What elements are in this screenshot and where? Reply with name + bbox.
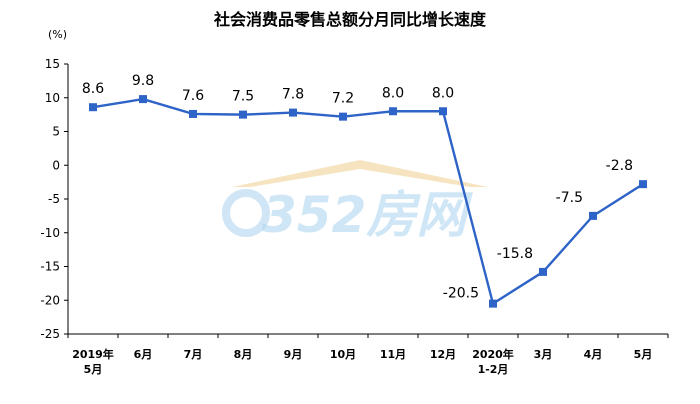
data-label: 9.8 — [132, 73, 154, 89]
data-point — [189, 109, 197, 118]
data-label: 7.8 — [282, 87, 304, 103]
watermark-roof — [232, 160, 488, 187]
data-point — [489, 299, 497, 308]
data-point — [439, 107, 447, 116]
x-tick-label: 11月 — [380, 348, 406, 361]
y-tick-label: 10 — [45, 91, 60, 105]
x-tick-label: 12月 — [430, 348, 456, 361]
x-tick-label: 4月 — [584, 348, 603, 361]
data-point — [89, 103, 97, 112]
x-tick-label: 10月 — [330, 348, 356, 361]
data-point — [589, 211, 597, 220]
data-point — [139, 95, 147, 104]
y-tick-label: -5 — [48, 192, 60, 206]
data-label: -20.5 — [443, 286, 479, 302]
x-tick-label: 9月 — [284, 348, 303, 361]
x-tick-label: 8月 — [234, 348, 253, 361]
x-ticks: 2019年 5月 6月 7月 8月 9月 10月 11月 12月 2020年 1-2月 3月 4月 5月 — [67, 334, 669, 376]
y-tick-label: 15 — [45, 57, 60, 71]
data-label: 7.6 — [182, 88, 204, 104]
watermark-logo: 352房网 — [222, 160, 488, 244]
data-label: 7.2 — [332, 91, 354, 107]
data-point — [539, 267, 547, 276]
data-label: 8.6 — [82, 81, 104, 97]
y-tick-label: -25 — [40, 327, 60, 341]
data-point — [389, 107, 397, 116]
watermark-ring — [222, 189, 270, 237]
x-tick-label: 2019年 5月 — [72, 347, 114, 376]
watermark-text: 352房网 — [262, 186, 473, 244]
x-tick-label: 6月 — [134, 348, 153, 361]
series-line — [92, 97, 644, 306]
series-layer — [89, 95, 647, 308]
y-axis-unit: (%) — [48, 28, 67, 41]
y-tick-label: 0 — [52, 158, 60, 172]
data-label: 8.0 — [432, 85, 454, 101]
data-point — [639, 180, 647, 189]
data-point — [289, 108, 297, 117]
y-tick-label: -20 — [40, 293, 60, 307]
data-label: 8.0 — [382, 85, 404, 101]
y-tick-label: -10 — [40, 226, 60, 240]
chart-title: 社会消费品零售总额分月同比增长速度 — [213, 10, 487, 29]
data-labels: 8.6 9.8 7.6 7.5 7.8 7.2 8.0 8.0 -20.5 -15.8 -7.5 -2… — [82, 73, 633, 302]
data-label: -7.5 — [556, 190, 583, 206]
data-label: -2.8 — [606, 158, 633, 174]
data-point — [239, 110, 247, 119]
x-tick-label: 7月 — [184, 348, 203, 361]
x-tick-label: 3月 — [534, 348, 553, 361]
data-label: -15.8 — [497, 246, 533, 262]
data-label: 7.5 — [232, 89, 254, 105]
x-tick-label: 5月 — [634, 348, 653, 361]
y-ticks: 15 10 5 0 -5 -10 -15 -20 -25 — [40, 57, 68, 341]
y-tick-label: -15 — [40, 260, 60, 274]
x-tick-label: 2020年 1-2月 — [472, 347, 514, 376]
data-point — [339, 112, 347, 121]
y-tick-label: 5 — [52, 125, 60, 139]
